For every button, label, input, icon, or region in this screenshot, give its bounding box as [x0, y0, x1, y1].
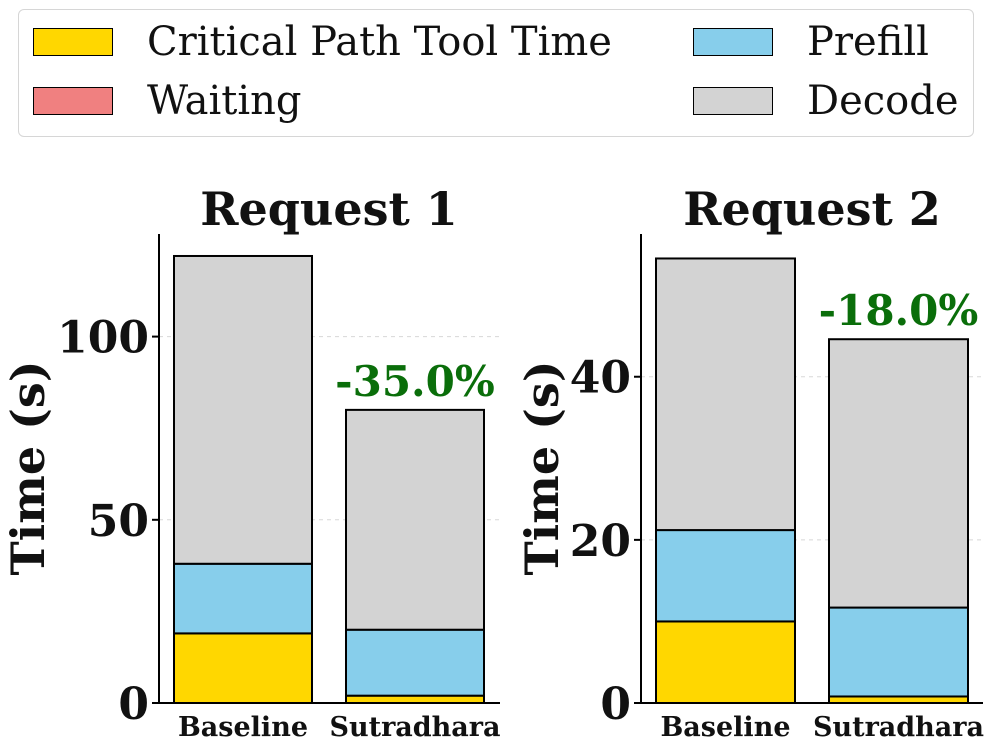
- legend-label-prefill: Prefill: [807, 19, 929, 65]
- chart2-ylabel: Time (s): [515, 360, 569, 575]
- legend-label-critical-path: Critical Path Tool Time: [147, 19, 612, 65]
- legend-swatch-waiting: [33, 87, 113, 115]
- chart1-xtick-sutradhara: Sutradhara: [329, 712, 500, 743]
- chart1-ytick-label: 100: [57, 313, 149, 364]
- legend-item-decode: Decode: [693, 78, 959, 124]
- legend: Critical Path Tool Time Waiting Prefill …: [18, 9, 974, 137]
- chart1-bar-sutradhara-prefill: [345, 628, 485, 697]
- chart2-ytick-label: 40: [570, 353, 631, 404]
- chart2-annotation: -18.0%: [819, 286, 979, 335]
- legend-item-prefill: Prefill: [693, 19, 929, 65]
- chart1-bar-sutradhara-critical-path-tool-time: [345, 694, 485, 704]
- chart1-ytick-label: 50: [88, 496, 149, 547]
- chart1-bar-sutradhara-decode: [345, 408, 485, 631]
- chart1-xtick-baseline: Baseline: [178, 712, 308, 743]
- legend-swatch-prefill: [693, 28, 773, 56]
- chart1-bar-baseline-prefill: [173, 562, 313, 635]
- legend-swatch-critical-path: [33, 28, 113, 56]
- chart2-bar-sutradhara-prefill: [828, 606, 969, 698]
- chart2-bar-baseline-critical-path-tool-time: [655, 620, 796, 704]
- chart1-annotation: -35.0%: [335, 357, 495, 406]
- legend-swatch-decode: [693, 87, 773, 115]
- chart2-ytick-label: 0: [600, 679, 631, 730]
- chart2-bar-sutradhara-decode: [828, 338, 969, 609]
- chart1-ytick-label: 0: [118, 679, 149, 730]
- chart2-bar-baseline-decode: [655, 257, 796, 532]
- chart1-bar-baseline-decode: [173, 254, 313, 565]
- chart2-xtick-baseline: Baseline: [660, 712, 790, 743]
- chart2-bar-baseline-prefill: [655, 529, 796, 623]
- chart2-xtick-sutradhara: Sutradhara: [813, 712, 984, 743]
- legend-label-waiting: Waiting: [147, 78, 302, 124]
- chart2-title: Request 2: [683, 182, 941, 236]
- chart1-bar-baseline-critical-path-tool-time: [173, 632, 313, 704]
- legend-item-critical-path: Critical Path Tool Time: [33, 19, 612, 65]
- chart2-ytick-label: 20: [570, 516, 631, 567]
- legend-item-waiting: Waiting: [33, 78, 302, 124]
- chart1-ylabel: Time (s): [1, 360, 55, 575]
- chart1-title: Request 1: [200, 182, 458, 236]
- legend-label-decode: Decode: [807, 78, 959, 124]
